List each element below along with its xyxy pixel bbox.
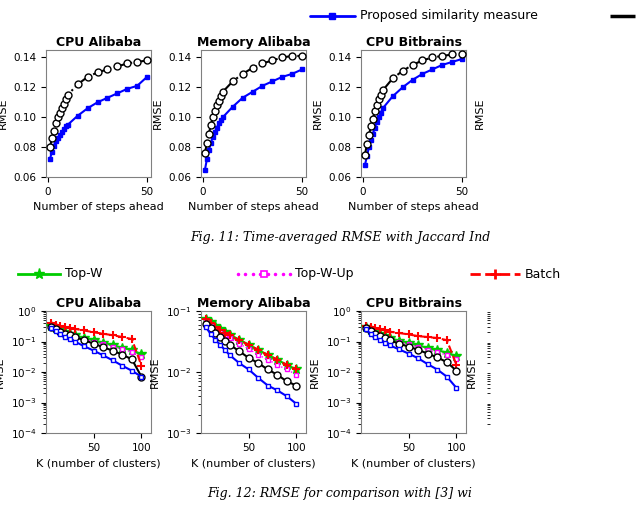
X-axis label: K (number of clusters): K (number of clusters): [351, 458, 476, 468]
X-axis label: Number of steps ahead: Number of steps ahead: [33, 202, 164, 212]
X-axis label: K (number of clusters): K (number of clusters): [191, 458, 316, 468]
Text: Batch: Batch: [525, 267, 561, 281]
Text: Top-W-Up: Top-W-Up: [295, 267, 353, 281]
Y-axis label: RMSE: RMSE: [150, 356, 160, 388]
Text: Fig. 11: Time-averaged RMSE with Jaccard Ind: Fig. 11: Time-averaged RMSE with Jaccard…: [190, 230, 490, 244]
Text: Top-W: Top-W: [65, 267, 102, 281]
X-axis label: Number of steps ahead: Number of steps ahead: [188, 202, 319, 212]
Title: CPU Bitbrains: CPU Bitbrains: [365, 36, 461, 49]
Y-axis label: RMSE: RMSE: [310, 356, 320, 388]
Text: Fig. 12: RMSE for comparison with [3] wi: Fig. 12: RMSE for comparison with [3] wi: [207, 487, 472, 501]
Y-axis label: RMSE: RMSE: [0, 356, 5, 388]
Text: Proposed similarity measure: Proposed similarity measure: [360, 10, 538, 23]
X-axis label: Number of steps ahead: Number of steps ahead: [348, 202, 479, 212]
Title: CPU Alibaba: CPU Alibaba: [56, 36, 141, 49]
Title: Memory Alibaba: Memory Alibaba: [196, 36, 310, 49]
X-axis label: K (number of clusters): K (number of clusters): [36, 458, 161, 468]
Title: Memory Alibaba: Memory Alibaba: [196, 297, 310, 310]
Title: CPU Bitbrains: CPU Bitbrains: [365, 297, 461, 310]
Title: CPU Alibaba: CPU Alibaba: [56, 297, 141, 310]
Y-axis label: RMSE: RMSE: [0, 98, 8, 129]
Y-axis label: RMSE: RMSE: [467, 356, 477, 388]
Y-axis label: RMSE: RMSE: [152, 98, 163, 129]
Y-axis label: RMSE: RMSE: [474, 98, 484, 129]
Y-axis label: RMSE: RMSE: [312, 98, 323, 129]
